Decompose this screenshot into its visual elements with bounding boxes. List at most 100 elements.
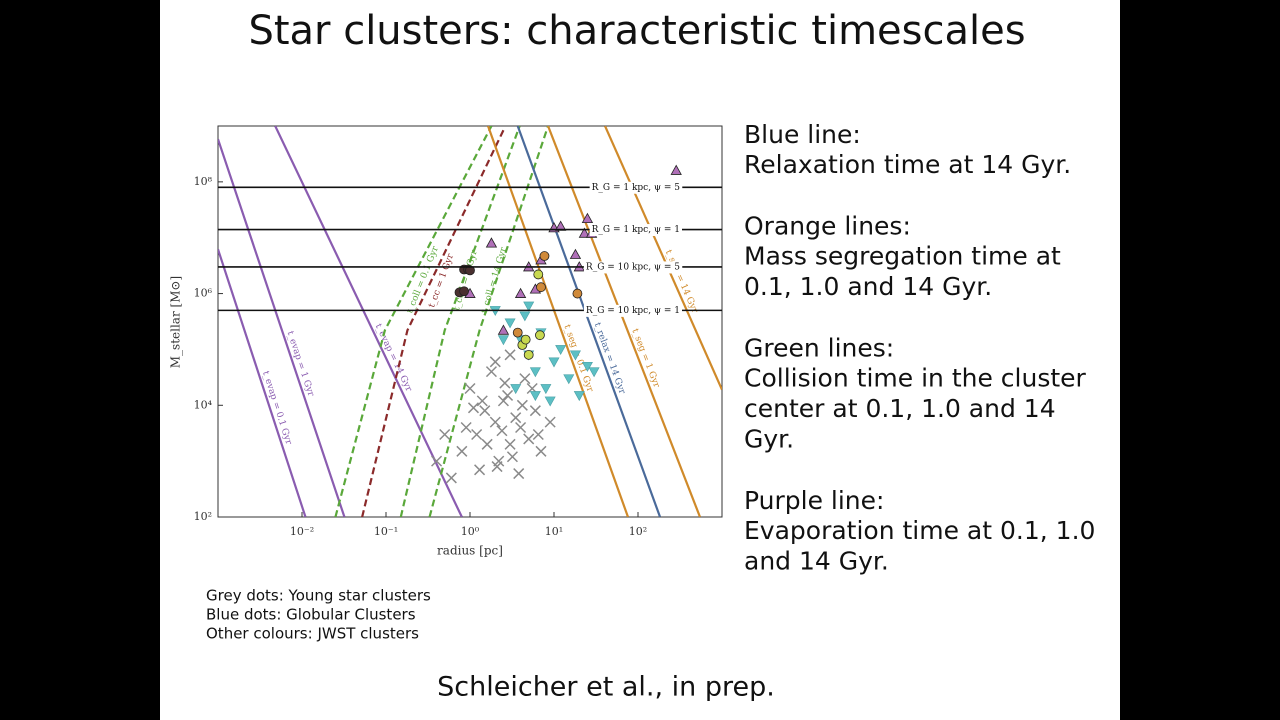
young-cluster-point: [506, 451, 518, 463]
timescale-line: [516, 126, 662, 517]
x-axis-label: radius [pc]: [437, 544, 503, 558]
note-heading: Orange lines:: [744, 212, 911, 241]
note-line: Evaporation time at 0.1, 1.0: [744, 516, 1095, 545]
globular-cluster-point: [569, 350, 581, 361]
slide-title: Star clusters: characteristic timescales: [248, 8, 1025, 54]
globular-cluster-point: [588, 367, 600, 378]
timescale-line: [334, 126, 493, 517]
y-tick-label: 10⁶: [194, 287, 213, 300]
note-line: Collision time in the cluster: [744, 364, 1087, 393]
globular-cluster-point: [519, 311, 531, 322]
jwst-cluster-point: [578, 227, 591, 238]
label-background: [583, 304, 682, 317]
young-cluster-point: [491, 461, 503, 473]
x-tick-label: 10⁻²: [290, 525, 314, 538]
note-heading: Green lines:: [744, 334, 894, 363]
x-tick-label: 10¹: [545, 525, 563, 538]
note-line: 0.1, 1.0 and 14 Gyr.: [744, 272, 992, 301]
young-cluster-point: [460, 421, 472, 434]
young-cluster-point: [471, 428, 483, 441]
jwst-cluster-point: [497, 324, 510, 335]
young-cluster-point: [532, 428, 544, 441]
globular-cluster-point: [544, 396, 556, 407]
young-cluster-point: [529, 405, 541, 417]
x-tick-label: 10⁻¹: [374, 525, 398, 538]
young-cluster-point: [510, 412, 522, 424]
key-line: Blue dots: Globular Clusters: [206, 606, 416, 624]
jwst-cluster-point: [581, 212, 594, 223]
jwst-cluster-point: [569, 248, 582, 259]
note-line: Mass segregation time at: [744, 242, 1061, 271]
globular-cluster-point: [563, 374, 575, 385]
note-line: Gyr.: [744, 425, 794, 454]
timescale-line: [218, 138, 346, 517]
young-cluster-point: [489, 356, 501, 368]
reference-label: R_G = 10 kpc, ψ = 5: [586, 262, 680, 272]
young-cluster-point: [519, 373, 531, 385]
jwst-cluster-point: [514, 287, 527, 298]
reference-label: R_G = 10 kpc, ψ = 1: [586, 306, 680, 316]
jwst-cluster-point: [572, 288, 583, 299]
label-background: [589, 181, 683, 194]
jwst-cluster-point: [512, 327, 523, 338]
globular-cluster-point: [548, 357, 560, 368]
jwst-cluster-point: [523, 349, 534, 360]
timescale-line: [399, 126, 521, 517]
timescale-line: [361, 126, 506, 517]
y-tick-label: 10⁸: [194, 175, 213, 188]
jwst-cluster-point: [520, 334, 531, 345]
globular-cluster-point: [504, 318, 516, 329]
young-cluster-point: [504, 349, 516, 361]
young-cluster-point: [445, 472, 457, 484]
young-cluster-point: [479, 405, 491, 417]
x-tick-label: 10⁰: [461, 525, 480, 538]
young-cluster-point: [499, 377, 511, 389]
label-background: [589, 224, 682, 237]
young-cluster-point: [504, 438, 516, 450]
key-line: Grey dots: Young star clusters: [206, 587, 431, 605]
key-line: Other colours: JWST clusters: [206, 625, 419, 643]
young-cluster-point: [502, 389, 514, 401]
reference-label: R_G = 1 kpc, ψ = 5: [592, 183, 681, 193]
young-cluster-point: [431, 455, 443, 467]
young-cluster-point: [489, 416, 501, 428]
young-cluster-point: [544, 416, 556, 428]
globular-cluster-point: [523, 301, 535, 312]
timescale-line: [487, 126, 630, 517]
note-line: Relaxation time at 14 Gyr.: [744, 150, 1071, 179]
globular-cluster-point: [529, 367, 541, 378]
young-cluster-point: [467, 402, 480, 414]
timescale-line: [547, 126, 702, 517]
jwst-cluster-point: [465, 265, 475, 276]
timescale-line: [218, 248, 307, 517]
globular-cluster-point: [555, 345, 567, 356]
jwst-cluster-point: [535, 330, 545, 341]
young-cluster-point: [476, 395, 488, 407]
jwst-cluster-point: [670, 164, 682, 175]
young-cluster-point: [535, 445, 547, 457]
timescale-line: [428, 126, 550, 517]
young-cluster-point: [485, 366, 497, 378]
young-cluster-point: [474, 464, 486, 476]
reference-label: R_G = 1 kpc, ψ = 1: [592, 225, 680, 235]
timescale-line: [604, 126, 722, 391]
note-line: and 14 Gyr.: [744, 547, 889, 576]
jwst-cluster-point: [485, 237, 498, 248]
globular-cluster-point: [540, 384, 552, 395]
young-cluster-point: [496, 425, 508, 437]
jwst-cluster-point: [536, 282, 546, 293]
timescale-line: [274, 126, 463, 517]
y-tick-label: 10²: [194, 510, 212, 523]
label-background: [583, 261, 683, 274]
young-cluster-point: [456, 445, 468, 457]
note-line: center at 0.1, 1.0 and 14: [744, 394, 1056, 423]
x-tick-label: 10²: [629, 525, 647, 538]
jwst-cluster-point: [533, 269, 544, 280]
young-cluster-point: [515, 421, 527, 434]
globular-cluster-point: [529, 391, 541, 402]
young-cluster-point: [439, 428, 451, 441]
globular-cluster-point: [573, 391, 585, 402]
globular-cluster-point: [497, 335, 509, 346]
